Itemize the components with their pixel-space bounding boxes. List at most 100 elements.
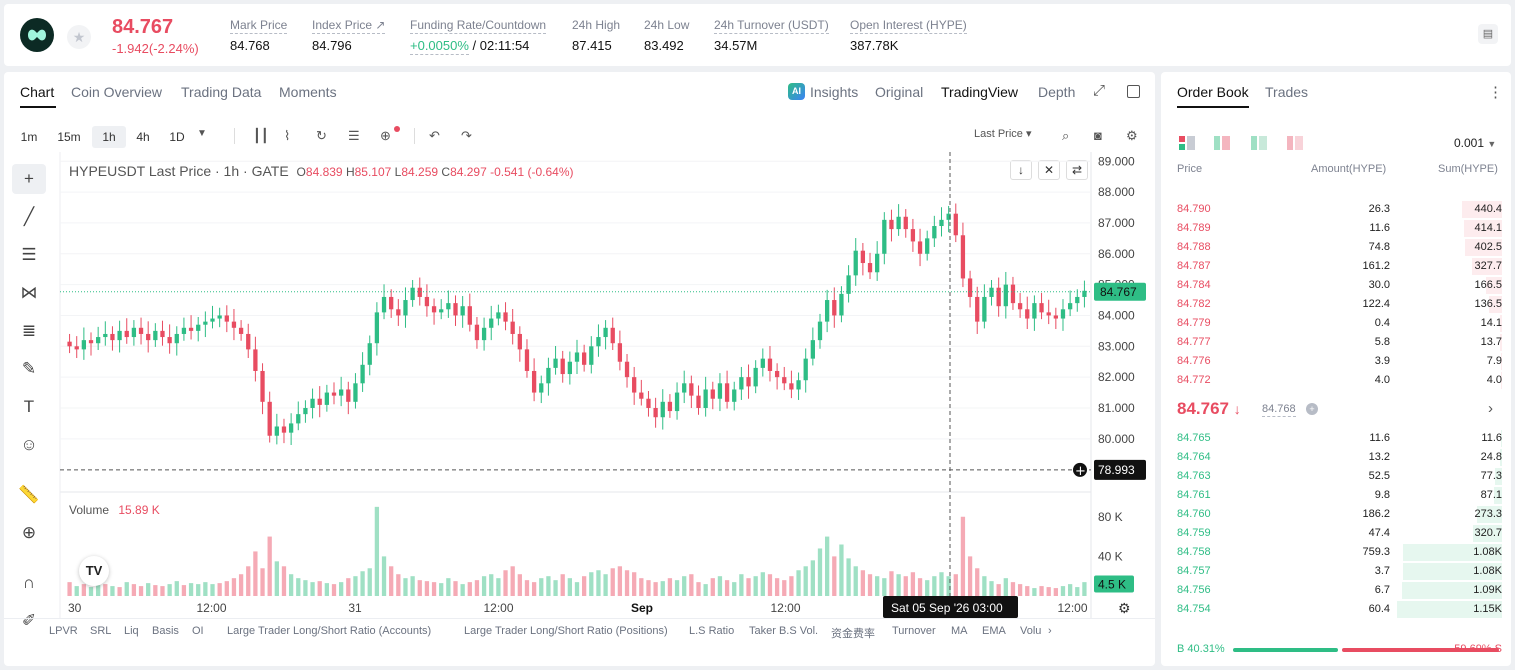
mode-insights[interactable]: Insights (810, 84, 859, 100)
tf-15m[interactable]: 15m (57, 130, 81, 144)
pencil-tool-icon[interactable]: ✐ (21, 611, 37, 630)
ask-row[interactable]: 84.772 4.0 4.0 (1177, 371, 1502, 390)
indicator-ls-ratio[interactable]: L.S Ratio (689, 625, 735, 637)
indicator-lpvr[interactable]: LPVR (49, 625, 78, 637)
candle-body (603, 327, 608, 338)
bid-row[interactable]: 84.764 13.2 24.8 (1177, 448, 1502, 467)
bid-row[interactable]: 84.760 186.2 273.3 (1177, 505, 1502, 524)
ask-row[interactable]: 84.782 122.4 136.5 (1177, 295, 1502, 314)
candlestick-chart[interactable]: 89.00088.00087.00086.00085.00084.00083.0… (4, 72, 1155, 666)
tab-coin-overview[interactable]: Coin Overview (71, 84, 163, 100)
tf-4h[interactable]: 4h (136, 130, 150, 144)
mode-original[interactable]: Original (875, 84, 924, 100)
indicator-volume[interactable]: Volu (1020, 625, 1042, 637)
ask-row[interactable]: 84.779 0.4 14.1 (1177, 314, 1502, 333)
trendline-tool-icon[interactable]: ╱ (23, 207, 35, 226)
mark-info-icon[interactable]: + (1306, 403, 1318, 415)
ask-row[interactable]: 84.788 74.8 402.5 (1177, 238, 1502, 257)
search-icon[interactable]: ⌕ (1062, 128, 1070, 143)
collapse-icon[interactable]: ✕ (1038, 160, 1060, 180)
star-icon[interactable]: ★ (67, 25, 91, 49)
tab-chart[interactable]: Chart (20, 84, 55, 100)
window-icon[interactable] (1127, 85, 1140, 98)
candle-body (360, 364, 365, 384)
index-price-label[interactable]: Index Price ↗ (312, 18, 386, 34)
chevron-right-icon[interactable]: › (1488, 400, 1493, 417)
scroll-down-icon[interactable]: ↓ (1010, 160, 1032, 180)
indicator-turnover[interactable]: Turnover (892, 625, 936, 637)
book-icon[interactable]: ▤ (1478, 24, 1498, 44)
zoom-tool-icon[interactable]: ⊕ (21, 523, 37, 542)
indicator-funding-rate[interactable]: 资金费率 (831, 628, 875, 640)
ruler-tool-icon[interactable]: 📏 (18, 485, 40, 504)
indicator-large-trader-positions[interactable]: Large Trader Long/Short Ratio (Positions… (464, 625, 668, 637)
tab-moments[interactable]: Moments (279, 84, 337, 100)
indicator-basis[interactable]: Basis (152, 625, 179, 637)
fib-tool-icon[interactable]: ≣ (21, 321, 37, 340)
ask-row[interactable]: 84.776 3.9 7.9 (1177, 352, 1502, 371)
add-alert-icon[interactable]: ⊕ (380, 128, 391, 143)
tf-1h[interactable]: 1h (92, 126, 126, 148)
view-asks-icon[interactable] (1251, 136, 1267, 150)
refresh-icon[interactable]: ↻ (316, 128, 327, 143)
pattern-tool-icon[interactable]: ⋈ (20, 283, 38, 302)
ask-row[interactable]: 84.790 26.3 440.4 (1177, 200, 1502, 219)
emoji-tool-icon[interactable]: ☺ (20, 435, 38, 454)
redo-icon[interactable]: ↷ (461, 128, 472, 143)
toggle-icon[interactable]: ⇄ (1066, 160, 1088, 180)
templates-icon[interactable]: ☰ (348, 128, 360, 143)
indicator-scroll-right-icon[interactable]: › (1048, 625, 1052, 637)
bid-row[interactable]: 84.757 3.7 1.08K (1177, 562, 1502, 581)
expand-icon[interactable]: ⤢ (1093, 82, 1106, 99)
bid-row[interactable]: 84.763 52.5 77.3 (1177, 467, 1502, 486)
ask-row[interactable]: 84.787 161.2 327.7 (1177, 257, 1502, 276)
tf-1m[interactable]: 1m (20, 130, 38, 144)
tf-dropdown-icon[interactable]: ▼ (197, 128, 207, 139)
index-price-stat[interactable]: Index Price ↗ 84.796 (312, 18, 386, 53)
candle-body (939, 219, 944, 227)
more-icon[interactable]: ⋮ (1488, 84, 1503, 101)
indicator-large-trader-accounts[interactable]: Large Trader Long/Short Ratio (Accounts) (227, 625, 432, 637)
view-depth-icon[interactable] (1287, 136, 1303, 150)
bid-row[interactable]: 84.756 6.7 1.09K (1177, 581, 1502, 600)
view-bids-icon[interactable] (1214, 136, 1230, 150)
candle-body (67, 341, 72, 347)
indicator-ma[interactable]: MA (951, 625, 968, 637)
text-tool-icon[interactable]: T (23, 397, 35, 416)
mode-depth[interactable]: Depth (1038, 84, 1076, 100)
bid-row[interactable]: 84.759 47.4 320.7 (1177, 524, 1502, 543)
indicator-taker-bs-vol[interactable]: Taker B.S Vol. (749, 625, 819, 637)
tab-order-book[interactable]: Order Book (1177, 84, 1249, 100)
precision-select[interactable]: 0.001 ▼ (1454, 136, 1496, 150)
indicator-liq[interactable]: Liq (124, 625, 139, 637)
chart-settings-icon[interactable]: ⚙ (1118, 600, 1131, 616)
price-source-select[interactable]: Last Price ▾ (974, 128, 1032, 140)
tf-1d[interactable]: 1D (169, 130, 185, 144)
ask-row[interactable]: 84.789 11.6 414.1 (1177, 219, 1502, 238)
funding-rate[interactable]: +0.0050% (410, 38, 469, 55)
candle-type-icon[interactable]: ┃┃ (253, 128, 269, 143)
tab-trading-data[interactable]: Trading Data (181, 84, 262, 100)
bid-row[interactable]: 84.765 11.6 11.6 (1177, 429, 1502, 448)
view-both-icon[interactable] (1179, 136, 1195, 150)
camera-icon[interactable]: ◙ (1094, 128, 1102, 143)
bid-row[interactable]: 84.754 60.4 1.15K (1177, 600, 1502, 619)
mode-tradingview[interactable]: TradingView (941, 84, 1019, 100)
tab-trades[interactable]: Trades (1265, 84, 1309, 100)
bid-row[interactable]: 84.761 9.8 87.1 (1177, 486, 1502, 505)
channel-tool-icon[interactable]: ☰ (21, 245, 37, 264)
volume-bar (875, 576, 880, 596)
magnet-tool-icon[interactable]: ∩ (22, 573, 36, 592)
bid-row[interactable]: 84.758 759.3 1.08K (1177, 543, 1502, 562)
indicator-ema[interactable]: EMA (982, 625, 1006, 637)
indicator-oi[interactable]: OI (192, 625, 204, 637)
indicators-icon[interactable]: ⌇ (284, 128, 291, 143)
row-price: 84.754 (1177, 603, 1211, 615)
crosshair-tool-icon[interactable]: + (12, 164, 46, 194)
ask-row[interactable]: 84.777 5.8 13.7 (1177, 333, 1502, 352)
brush-tool-icon[interactable]: ✎ (21, 359, 37, 378)
settings-icon[interactable]: ⚙ (1126, 128, 1138, 143)
ask-row[interactable]: 84.784 30.0 166.5 (1177, 276, 1502, 295)
undo-icon[interactable]: ↶ (429, 128, 440, 143)
indicator-srl[interactable]: SRL (90, 625, 112, 637)
